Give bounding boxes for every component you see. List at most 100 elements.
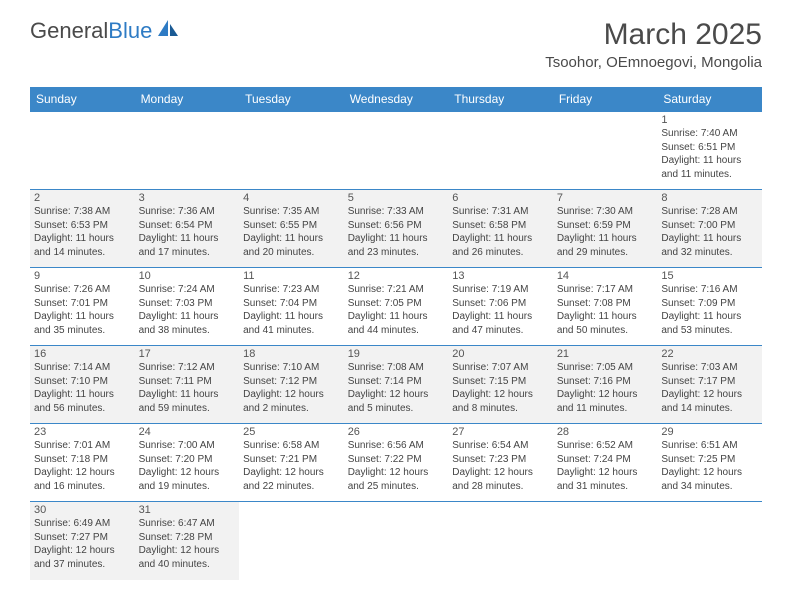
daylight-text: Daylight: 12 hours and 16 minutes. — [34, 466, 131, 493]
daylight-text: Daylight: 12 hours and 5 minutes. — [348, 388, 445, 415]
daylight-text: Daylight: 12 hours and 11 minutes. — [557, 388, 654, 415]
daylight-text: Daylight: 11 hours and 32 minutes. — [661, 232, 758, 259]
day-info: Sunrise: 6:56 AMSunset: 7:22 PMDaylight:… — [348, 439, 445, 493]
day-info: Sunrise: 7:17 AMSunset: 7:08 PMDaylight:… — [557, 283, 654, 337]
sunset-text: Sunset: 7:16 PM — [557, 375, 654, 389]
sunset-text: Sunset: 7:00 PM — [661, 219, 758, 233]
sunrise-text: Sunrise: 7:23 AM — [243, 283, 340, 297]
empty-day-cell — [448, 112, 553, 190]
day-number: 20 — [452, 348, 549, 360]
sunrise-text: Sunrise: 7:14 AM — [34, 361, 131, 375]
sunrise-text: Sunrise: 6:49 AM — [34, 517, 131, 531]
logo: GeneralBlue — [30, 18, 182, 44]
day-cell: 31Sunrise: 6:47 AMSunset: 7:28 PMDayligh… — [135, 502, 240, 580]
day-info: Sunrise: 7:23 AMSunset: 7:04 PMDaylight:… — [243, 283, 340, 337]
empty-day-cell — [239, 502, 344, 580]
day-cell: 17Sunrise: 7:12 AMSunset: 7:11 PMDayligh… — [135, 346, 240, 424]
day-number: 25 — [243, 426, 340, 438]
day-cell: 30Sunrise: 6:49 AMSunset: 7:27 PMDayligh… — [30, 502, 135, 580]
day-info: Sunrise: 6:58 AMSunset: 7:21 PMDaylight:… — [243, 439, 340, 493]
empty-day-cell — [553, 112, 658, 190]
sunrise-text: Sunrise: 7:03 AM — [661, 361, 758, 375]
day-header-cell: Wednesday — [344, 87, 449, 112]
sunrise-text: Sunrise: 7:08 AM — [348, 361, 445, 375]
day-cell: 8Sunrise: 7:28 AMSunset: 7:00 PMDaylight… — [657, 190, 762, 268]
day-info: Sunrise: 7:03 AMSunset: 7:17 PMDaylight:… — [661, 361, 758, 415]
daylight-text: Daylight: 11 hours and 41 minutes. — [243, 310, 340, 337]
daylight-text: Daylight: 12 hours and 19 minutes. — [139, 466, 236, 493]
sunrise-text: Sunrise: 6:47 AM — [139, 517, 236, 531]
daylight-text: Daylight: 11 hours and 50 minutes. — [557, 310, 654, 337]
day-number: 11 — [243, 270, 340, 282]
daylight-text: Daylight: 11 hours and 23 minutes. — [348, 232, 445, 259]
day-number: 7 — [557, 192, 654, 204]
day-number: 29 — [661, 426, 758, 438]
day-info: Sunrise: 7:08 AMSunset: 7:14 PMDaylight:… — [348, 361, 445, 415]
day-info: Sunrise: 7:01 AMSunset: 7:18 PMDaylight:… — [34, 439, 131, 493]
day-cell: 10Sunrise: 7:24 AMSunset: 7:03 PMDayligh… — [135, 268, 240, 346]
sunset-text: Sunset: 7:18 PM — [34, 453, 131, 467]
day-header-cell: Tuesday — [239, 87, 344, 112]
day-cell: 1Sunrise: 7:40 AMSunset: 6:51 PMDaylight… — [657, 112, 762, 190]
empty-day-cell — [135, 112, 240, 190]
day-number: 30 — [34, 504, 131, 516]
day-number: 3 — [139, 192, 236, 204]
empty-day-cell — [553, 502, 658, 580]
daylight-text: Daylight: 11 hours and 17 minutes. — [139, 232, 236, 259]
sunrise-text: Sunrise: 7:30 AM — [557, 205, 654, 219]
day-number: 10 — [139, 270, 236, 282]
day-cell: 20Sunrise: 7:07 AMSunset: 7:15 PMDayligh… — [448, 346, 553, 424]
day-cell: 22Sunrise: 7:03 AMSunset: 7:17 PMDayligh… — [657, 346, 762, 424]
daylight-text: Daylight: 11 hours and 11 minutes. — [661, 154, 758, 181]
sunrise-text: Sunrise: 7:24 AM — [139, 283, 236, 297]
day-number: 1 — [661, 114, 758, 126]
sunrise-text: Sunrise: 7:28 AM — [661, 205, 758, 219]
daylight-text: Daylight: 11 hours and 29 minutes. — [557, 232, 654, 259]
empty-day-cell — [30, 112, 135, 190]
sunrise-text: Sunrise: 7:33 AM — [348, 205, 445, 219]
sunset-text: Sunset: 7:15 PM — [452, 375, 549, 389]
sunset-text: Sunset: 7:04 PM — [243, 297, 340, 311]
daylight-text: Daylight: 11 hours and 35 minutes. — [34, 310, 131, 337]
title-block: March 2025 Tsoohor, OEmnoegovi, Mongolia — [545, 18, 762, 71]
day-info: Sunrise: 7:00 AMSunset: 7:20 PMDaylight:… — [139, 439, 236, 493]
sunset-text: Sunset: 7:10 PM — [34, 375, 131, 389]
sunrise-text: Sunrise: 7:35 AM — [243, 205, 340, 219]
daylight-text: Daylight: 11 hours and 44 minutes. — [348, 310, 445, 337]
empty-day-cell — [344, 112, 449, 190]
sunset-text: Sunset: 6:53 PM — [34, 219, 131, 233]
day-cell: 7Sunrise: 7:30 AMSunset: 6:59 PMDaylight… — [553, 190, 658, 268]
day-number: 21 — [557, 348, 654, 360]
daylight-text: Daylight: 12 hours and 31 minutes. — [557, 466, 654, 493]
day-cell: 16Sunrise: 7:14 AMSunset: 7:10 PMDayligh… — [30, 346, 135, 424]
empty-day-cell — [239, 112, 344, 190]
sunrise-text: Sunrise: 6:58 AM — [243, 439, 340, 453]
day-cell: 13Sunrise: 7:19 AMSunset: 7:06 PMDayligh… — [448, 268, 553, 346]
daylight-text: Daylight: 11 hours and 59 minutes. — [139, 388, 236, 415]
sunrise-text: Sunrise: 7:01 AM — [34, 439, 131, 453]
day-number: 24 — [139, 426, 236, 438]
day-cell: 19Sunrise: 7:08 AMSunset: 7:14 PMDayligh… — [344, 346, 449, 424]
calendar-week-row: 23Sunrise: 7:01 AMSunset: 7:18 PMDayligh… — [30, 424, 762, 502]
day-cell: 3Sunrise: 7:36 AMSunset: 6:54 PMDaylight… — [135, 190, 240, 268]
sunset-text: Sunset: 7:05 PM — [348, 297, 445, 311]
day-number: 5 — [348, 192, 445, 204]
day-number: 22 — [661, 348, 758, 360]
day-cell: 15Sunrise: 7:16 AMSunset: 7:09 PMDayligh… — [657, 268, 762, 346]
logo-text-general: General — [30, 18, 108, 44]
day-info: Sunrise: 7:40 AMSunset: 6:51 PMDaylight:… — [661, 127, 758, 181]
sunrise-text: Sunrise: 7:10 AM — [243, 361, 340, 375]
sunset-text: Sunset: 7:20 PM — [139, 453, 236, 467]
day-number: 19 — [348, 348, 445, 360]
day-cell: 11Sunrise: 7:23 AMSunset: 7:04 PMDayligh… — [239, 268, 344, 346]
calendar-week-row: 30Sunrise: 6:49 AMSunset: 7:27 PMDayligh… — [30, 502, 762, 580]
day-info: Sunrise: 6:49 AMSunset: 7:27 PMDaylight:… — [34, 517, 131, 571]
day-info: Sunrise: 7:14 AMSunset: 7:10 PMDaylight:… — [34, 361, 131, 415]
sunset-text: Sunset: 7:11 PM — [139, 375, 236, 389]
day-number: 28 — [557, 426, 654, 438]
sunrise-text: Sunrise: 7:38 AM — [34, 205, 131, 219]
day-cell: 2Sunrise: 7:38 AMSunset: 6:53 PMDaylight… — [30, 190, 135, 268]
sunset-text: Sunset: 7:03 PM — [139, 297, 236, 311]
sunset-text: Sunset: 7:17 PM — [661, 375, 758, 389]
day-header-row: SundayMondayTuesdayWednesdayThursdayFrid… — [30, 87, 762, 112]
